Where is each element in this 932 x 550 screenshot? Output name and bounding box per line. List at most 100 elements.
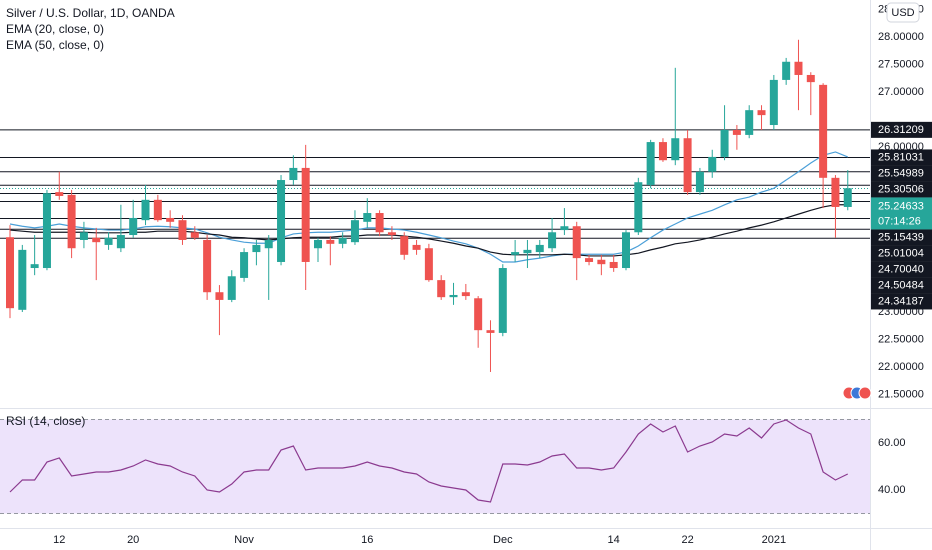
candle-body (683, 138, 692, 193)
candle-body (671, 138, 680, 161)
candle-body (92, 237, 101, 243)
candle-body (572, 226, 581, 259)
candle-body (658, 142, 667, 161)
candle-body (264, 239, 273, 249)
price-line-tag (871, 121, 932, 138)
candle-body (597, 259, 606, 265)
price-line-tag (871, 293, 932, 310)
price-line-tag (871, 229, 932, 246)
candle-body (277, 180, 286, 262)
x-tick-label: 20 (127, 534, 139, 546)
candle-body (708, 156, 717, 172)
ema-line (9, 151, 848, 263)
price-line-label: 25.15439 (878, 231, 924, 243)
candle-body (153, 199, 162, 221)
candle-body (6, 237, 14, 309)
candle-body (178, 220, 187, 240)
candle-body (301, 167, 310, 262)
y-tick-label: 27.50000 (878, 58, 924, 70)
candle-body (535, 244, 544, 253)
price-line-tag (871, 181, 932, 198)
rsi-title: RSI (14, close) (6, 414, 85, 428)
candle-body (240, 252, 249, 278)
candle-body (609, 261, 618, 269)
candle-body (424, 248, 433, 281)
y-tick-label: 22.00000 (878, 361, 924, 373)
x-tick-label: 14 (608, 534, 620, 546)
y-tick-label: 28.00000 (878, 31, 924, 43)
price-line-label: 25.54989 (878, 167, 924, 179)
candle-body (166, 217, 175, 222)
price-line-label: 25.30506 (878, 183, 924, 195)
candle-body (511, 252, 520, 255)
candle-body (129, 217, 138, 236)
price-line-tag (871, 165, 932, 182)
candle-body (252, 244, 261, 253)
candle-body (634, 182, 643, 233)
candle-body (190, 232, 199, 238)
candle-body (437, 280, 446, 298)
candle-body (745, 110, 754, 135)
x-tick-label: 2021 (762, 534, 786, 546)
candle-body (79, 232, 88, 240)
candle-body (486, 330, 495, 333)
candle-body (116, 235, 125, 249)
price-line-label: 26.31209 (878, 124, 924, 136)
price-line-label: 25.81031 (878, 151, 924, 163)
candle-body (831, 177, 840, 207)
y-tick-label: 21.50000 (878, 388, 924, 400)
candle-body (498, 268, 507, 333)
price-line-tag (871, 149, 932, 166)
y-tick-label: 22.50000 (878, 333, 924, 345)
candle-body (363, 213, 372, 222)
ema-line (9, 204, 848, 257)
candle-body (646, 142, 655, 185)
candle-body (387, 232, 396, 236)
candle-body (794, 61, 803, 75)
candle-body (523, 249, 532, 254)
candle-body (732, 129, 741, 135)
candle-body (757, 110, 766, 116)
candle-body (461, 292, 470, 297)
candle-body (474, 298, 483, 331)
currency-button[interactable] (886, 2, 920, 23)
x-tick-label: 22 (681, 534, 693, 546)
x-tick-label: Dec (493, 534, 513, 546)
candle-body (412, 244, 421, 250)
rsi-tick-label: 60.00 (878, 437, 906, 449)
candle-body (843, 188, 852, 207)
candle-body (769, 79, 778, 126)
price-line-label: 24.70040 (878, 263, 924, 275)
candle-body (227, 276, 236, 300)
legend-ema50: EMA (50, close, 0) (6, 38, 104, 52)
legend-ema20: EMA (20, close, 0) (6, 22, 104, 36)
y-tick-label: 27.00000 (878, 86, 924, 98)
candle-body (203, 239, 212, 293)
event-flags[interactable] (842, 386, 872, 400)
candle-body (400, 236, 409, 255)
candle-body (104, 237, 113, 245)
candle-body (67, 194, 76, 249)
price-line-label: 24.34187 (878, 295, 924, 307)
x-tick-label: 12 (53, 534, 65, 546)
currency-label[interactable]: USD (891, 7, 914, 19)
price-line-tag (871, 261, 932, 278)
x-tick-label: 16 (361, 534, 373, 546)
countdown-label: 07:14:26 (878, 215, 921, 227)
candle-body (289, 167, 298, 181)
candle-body (215, 292, 224, 300)
price-line-label: 24.50484 (878, 279, 924, 291)
last-price-label: 25.24633 (878, 200, 924, 212)
candle-body (806, 74, 815, 83)
candle-body (695, 171, 704, 193)
candle-body (720, 129, 729, 157)
candle-body (42, 193, 51, 269)
candle-body (338, 237, 347, 244)
candle-body (314, 239, 322, 249)
candle-body (141, 199, 150, 221)
candle-body (449, 294, 458, 298)
candle-body (55, 192, 64, 196)
candle-body (548, 232, 557, 249)
candle-body (782, 61, 791, 80)
